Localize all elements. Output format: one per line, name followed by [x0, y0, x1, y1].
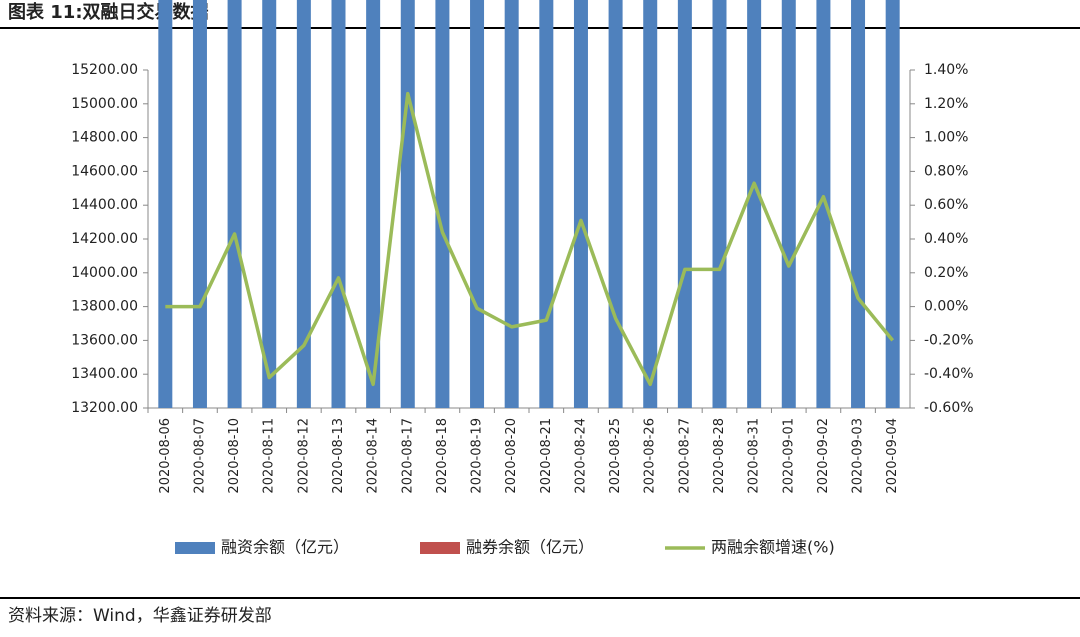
x-tick-label: 2020-09-02 — [816, 418, 831, 494]
x-tick-label: 2020-08-19 — [470, 418, 485, 494]
legend-label: 融资余额（亿元） — [221, 538, 349, 557]
bar — [573, 0, 588, 408]
bar — [504, 0, 519, 408]
bar — [539, 0, 554, 408]
y2-tick-label: 1.00% — [924, 130, 968, 146]
y-tick-label: 13200.00 — [71, 400, 138, 416]
x-tick-label: 2020-08-24 — [573, 418, 588, 494]
y2-tick-label: -0.40% — [924, 366, 974, 382]
y2-tick-label: -0.20% — [924, 332, 974, 348]
bar — [296, 0, 311, 409]
x-tick-label: 2020-09-04 — [885, 418, 900, 494]
y2-tick-label: -0.60% — [924, 400, 974, 416]
x-tick-label: 2020-08-10 — [227, 418, 242, 494]
x-tick-label: 2020-08-27 — [677, 418, 692, 494]
bar — [781, 0, 796, 408]
x-tick-label: 2020-08-21 — [539, 418, 554, 494]
bar — [331, 0, 346, 408]
x-tick-label: 2020-08-17 — [400, 418, 415, 494]
x-tick-label: 2020-08-07 — [192, 418, 207, 494]
y-tick-label: 14200.00 — [71, 231, 138, 247]
bar — [227, 0, 242, 408]
legend-label: 融券余额（亿元） — [466, 538, 594, 557]
x-tick-label: 2020-08-25 — [608, 418, 623, 494]
x-tick-label: 2020-08-31 — [747, 418, 762, 494]
bar — [262, 0, 277, 408]
y-tick-label: 13600.00 — [71, 332, 138, 348]
legend-swatch — [420, 542, 460, 554]
x-tick-label: 2020-08-26 — [643, 418, 658, 494]
bar — [643, 0, 658, 408]
line-series — [165, 91, 895, 387]
y2-tick-label: 1.20% — [924, 96, 968, 112]
y-tick-label: 14000.00 — [71, 265, 138, 281]
legend-swatch — [175, 542, 215, 554]
bar — [747, 0, 762, 408]
x-tick-label: 2020-08-13 — [331, 418, 346, 494]
bar — [851, 0, 866, 409]
bar — [470, 0, 485, 408]
y2-tick-label: 1.40% — [924, 62, 968, 78]
bar — [435, 0, 450, 408]
bar — [712, 0, 727, 408]
x-tick-label: 2020-08-12 — [296, 418, 311, 494]
x-tick-label: 2020-08-06 — [158, 418, 173, 494]
x-tick-label: 2020-08-11 — [262, 418, 277, 494]
y-tick-label: 14600.00 — [71, 163, 138, 179]
bar — [885, 0, 900, 408]
source-note: 资料来源：Wind，华鑫证券研发部 — [8, 606, 272, 626]
y-tick-label: 14400.00 — [71, 197, 138, 213]
bar — [608, 0, 623, 409]
bar — [366, 0, 381, 408]
x-tick-label: 2020-08-14 — [366, 418, 381, 494]
y-tick-label: 13800.00 — [71, 299, 138, 315]
y-tick-label: 14800.00 — [71, 130, 138, 146]
x-tick-label: 2020-08-28 — [712, 418, 727, 494]
y2-tick-label: 0.40% — [924, 231, 968, 247]
bar — [158, 0, 173, 408]
bar — [192, 0, 207, 409]
x-tick-label: 2020-08-20 — [504, 418, 519, 494]
bar — [400, 0, 415, 408]
legend-label: 两融余额增速(%) — [711, 538, 835, 557]
bar — [816, 0, 831, 409]
y2-tick-label: 0.00% — [924, 299, 968, 315]
chart-title: 图表 11:双融日交易数据 — [8, 1, 209, 23]
y2-tick-label: 0.60% — [924, 197, 968, 213]
x-tick-label: 2020-09-03 — [851, 418, 866, 494]
y-tick-label: 15200.00 — [71, 62, 138, 78]
y-tick-label: 13400.00 — [71, 366, 138, 382]
x-tick-label: 2020-09-01 — [781, 418, 796, 494]
y2-tick-label: 0.20% — [924, 265, 968, 281]
y-tick-label: 15000.00 — [71, 96, 138, 112]
bar — [677, 0, 692, 408]
y2-tick-label: 0.80% — [924, 163, 968, 179]
x-tick-label: 2020-08-18 — [435, 418, 450, 494]
